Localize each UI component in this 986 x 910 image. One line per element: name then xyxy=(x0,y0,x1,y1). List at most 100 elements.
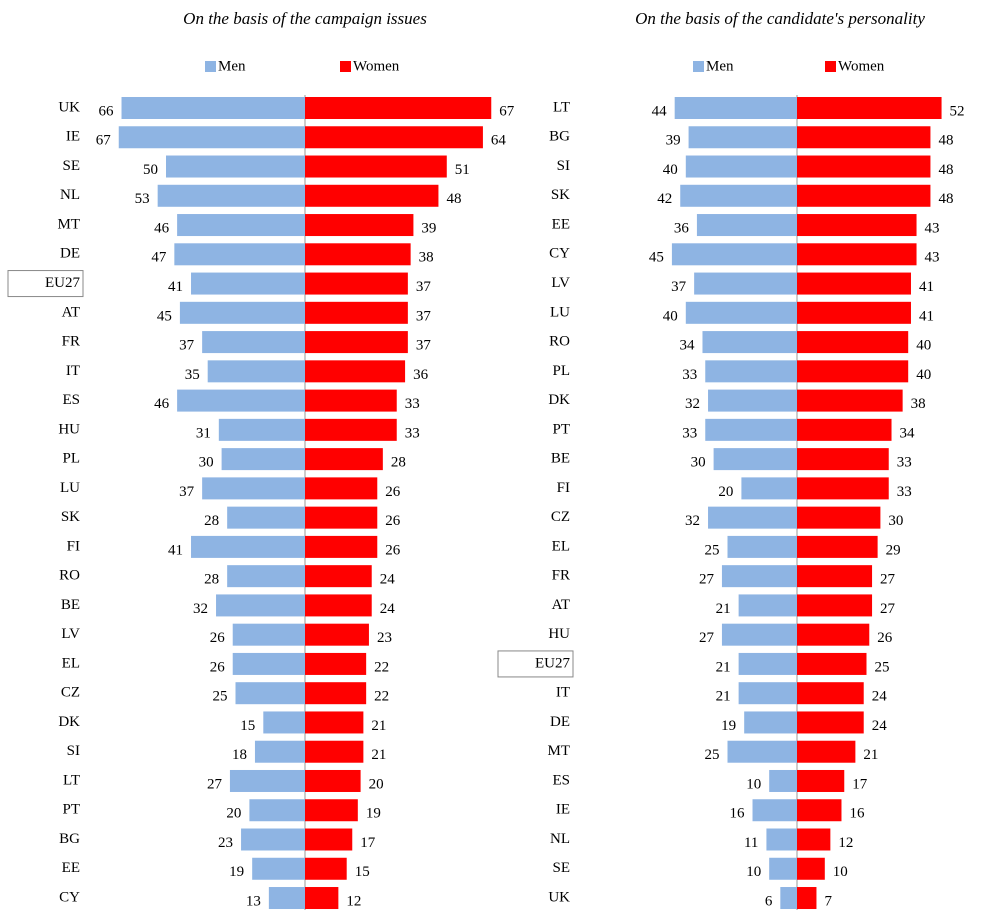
value-label: 26 xyxy=(210,659,226,675)
value-label: 28 xyxy=(204,513,219,529)
category-label: LU xyxy=(60,480,80,496)
bar xyxy=(305,477,378,500)
category-label: NL xyxy=(550,831,570,847)
value-label: 21 xyxy=(371,747,386,763)
value-label: 41 xyxy=(919,308,934,324)
bar xyxy=(738,652,797,675)
bar xyxy=(177,214,305,237)
value-label: 10 xyxy=(746,864,761,880)
value-label: 27 xyxy=(207,776,223,792)
value-label: 37 xyxy=(416,338,432,354)
bar xyxy=(202,331,305,354)
value-label: 30 xyxy=(888,513,903,529)
value-label: 16 xyxy=(730,806,746,822)
value-label: 18 xyxy=(232,747,247,763)
category-label: LU xyxy=(550,304,570,320)
category-label: UK xyxy=(58,99,80,115)
category-label: MT xyxy=(58,216,81,232)
category-label: LV xyxy=(551,275,570,291)
bar xyxy=(797,857,825,880)
bar xyxy=(305,331,408,354)
highlight-box xyxy=(7,270,84,298)
value-label: 20 xyxy=(369,776,384,792)
value-label: 20 xyxy=(226,806,241,822)
bar xyxy=(305,565,372,588)
legend-swatch xyxy=(693,61,704,72)
legend-swatch xyxy=(825,61,836,72)
value-label: 27 xyxy=(880,601,896,617)
value-label: 16 xyxy=(849,806,865,822)
bar xyxy=(305,272,408,295)
category-label: HU xyxy=(58,421,80,437)
category-label: EL xyxy=(552,538,570,554)
bar xyxy=(232,623,305,646)
value-label: 32 xyxy=(193,601,208,617)
legend-swatch xyxy=(340,61,351,72)
value-label: 48 xyxy=(938,191,953,207)
legend-swatch xyxy=(205,61,216,72)
bar xyxy=(797,887,817,910)
category-label: RO xyxy=(59,568,80,584)
bar xyxy=(797,418,892,441)
bar xyxy=(738,682,797,705)
bar xyxy=(708,389,797,412)
category-label: ES xyxy=(62,392,80,408)
category-label: LV xyxy=(61,626,80,642)
value-label: 21 xyxy=(863,747,878,763)
bar xyxy=(705,418,797,441)
bar xyxy=(179,301,305,324)
category-label: IT xyxy=(66,363,80,379)
category-label: RO xyxy=(549,334,570,350)
category-label: FI xyxy=(557,480,570,496)
value-label: 41 xyxy=(168,542,183,558)
bar xyxy=(305,155,447,178)
category-label: CY xyxy=(59,889,80,905)
bar xyxy=(174,243,305,266)
value-label: 7 xyxy=(824,893,832,909)
value-label: 33 xyxy=(682,425,697,441)
value-label: 43 xyxy=(925,250,940,266)
value-label: 13 xyxy=(246,893,261,909)
value-label: 53 xyxy=(135,191,150,207)
value-label: 38 xyxy=(911,396,926,412)
category-label: NL xyxy=(60,187,80,203)
value-label: 34 xyxy=(900,425,916,441)
highlight-box xyxy=(497,650,574,678)
bar xyxy=(305,623,369,646)
chart-title: On the basis of the candidate's personal… xyxy=(635,9,925,28)
category-label: SE xyxy=(552,860,570,876)
value-label: 46 xyxy=(154,220,170,236)
bar xyxy=(752,799,797,822)
value-label: 40 xyxy=(663,308,678,324)
value-label: 39 xyxy=(666,133,681,149)
bar xyxy=(685,155,797,178)
value-label: 32 xyxy=(685,513,700,529)
bar xyxy=(249,799,305,822)
legend-label: Women xyxy=(838,58,885,74)
value-label: 33 xyxy=(897,484,912,500)
category-label: FR xyxy=(552,568,570,584)
value-label: 46 xyxy=(154,396,170,412)
bar xyxy=(305,652,367,675)
value-label: 27 xyxy=(880,572,896,588)
bar xyxy=(305,857,347,880)
value-label: 45 xyxy=(649,250,664,266)
value-label: 66 xyxy=(99,103,115,119)
value-label: 33 xyxy=(405,396,420,412)
value-label: 26 xyxy=(210,630,226,646)
bar xyxy=(268,887,305,910)
value-label: 21 xyxy=(716,659,731,675)
category-label: DK xyxy=(58,714,80,730)
value-label: 32 xyxy=(685,396,700,412)
category-label: CZ xyxy=(551,509,570,525)
category-label: BG xyxy=(549,129,570,145)
bar xyxy=(797,828,831,851)
bar xyxy=(797,301,911,324)
bar xyxy=(727,535,797,558)
value-label: 29 xyxy=(886,542,901,558)
bar xyxy=(305,535,378,558)
legend-label: Men xyxy=(706,58,734,74)
bar xyxy=(797,477,889,500)
value-label: 26 xyxy=(385,542,401,558)
